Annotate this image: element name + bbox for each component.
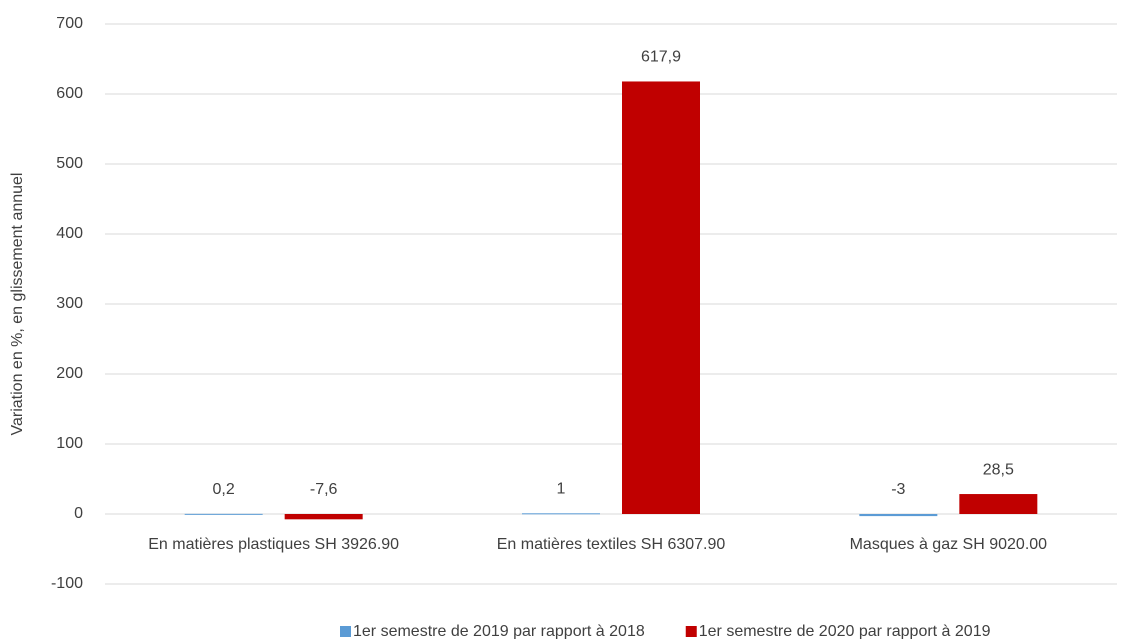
bar: [959, 494, 1038, 514]
y-tick-label: 400: [56, 225, 83, 242]
legend-label: 1er semestre de 2019 par rapport à 2018: [353, 623, 645, 639]
y-tick-label: 500: [56, 155, 83, 172]
bar: [284, 514, 363, 520]
y-tick-label: 0: [74, 505, 83, 522]
y-tick-label: 700: [56, 15, 83, 32]
bar: [859, 514, 938, 517]
bar: [184, 513, 263, 515]
x-tick-label: En matières textiles SH 6307.90: [497, 536, 726, 553]
y-tick-label: 100: [56, 435, 83, 452]
bar: [522, 513, 600, 515]
legend-swatch: [340, 626, 351, 637]
bar: [622, 81, 700, 514]
x-tick-label: Masques à gaz SH 9020.00: [850, 536, 1048, 553]
value-label: 28,5: [983, 461, 1014, 478]
y-tick-label: 300: [56, 295, 83, 312]
value-label: -3: [891, 481, 905, 498]
x-tick-label: En matières plastiques SH 3926.90: [148, 536, 399, 553]
value-label: 0,2: [213, 481, 235, 498]
value-label: 617,9: [641, 49, 681, 66]
y-tick-label: 200: [56, 365, 83, 382]
y-axis-title: Variation en %, en glissement annuel: [9, 173, 26, 436]
y-tick-label: -100: [51, 575, 83, 592]
y-tick-label: 600: [56, 85, 83, 102]
legend-label: 1er semestre de 2020 par rapport à 2019: [699, 623, 991, 639]
value-label: 1: [557, 481, 566, 498]
value-label: -7,6: [310, 481, 338, 498]
legend-swatch: [685, 626, 697, 637]
